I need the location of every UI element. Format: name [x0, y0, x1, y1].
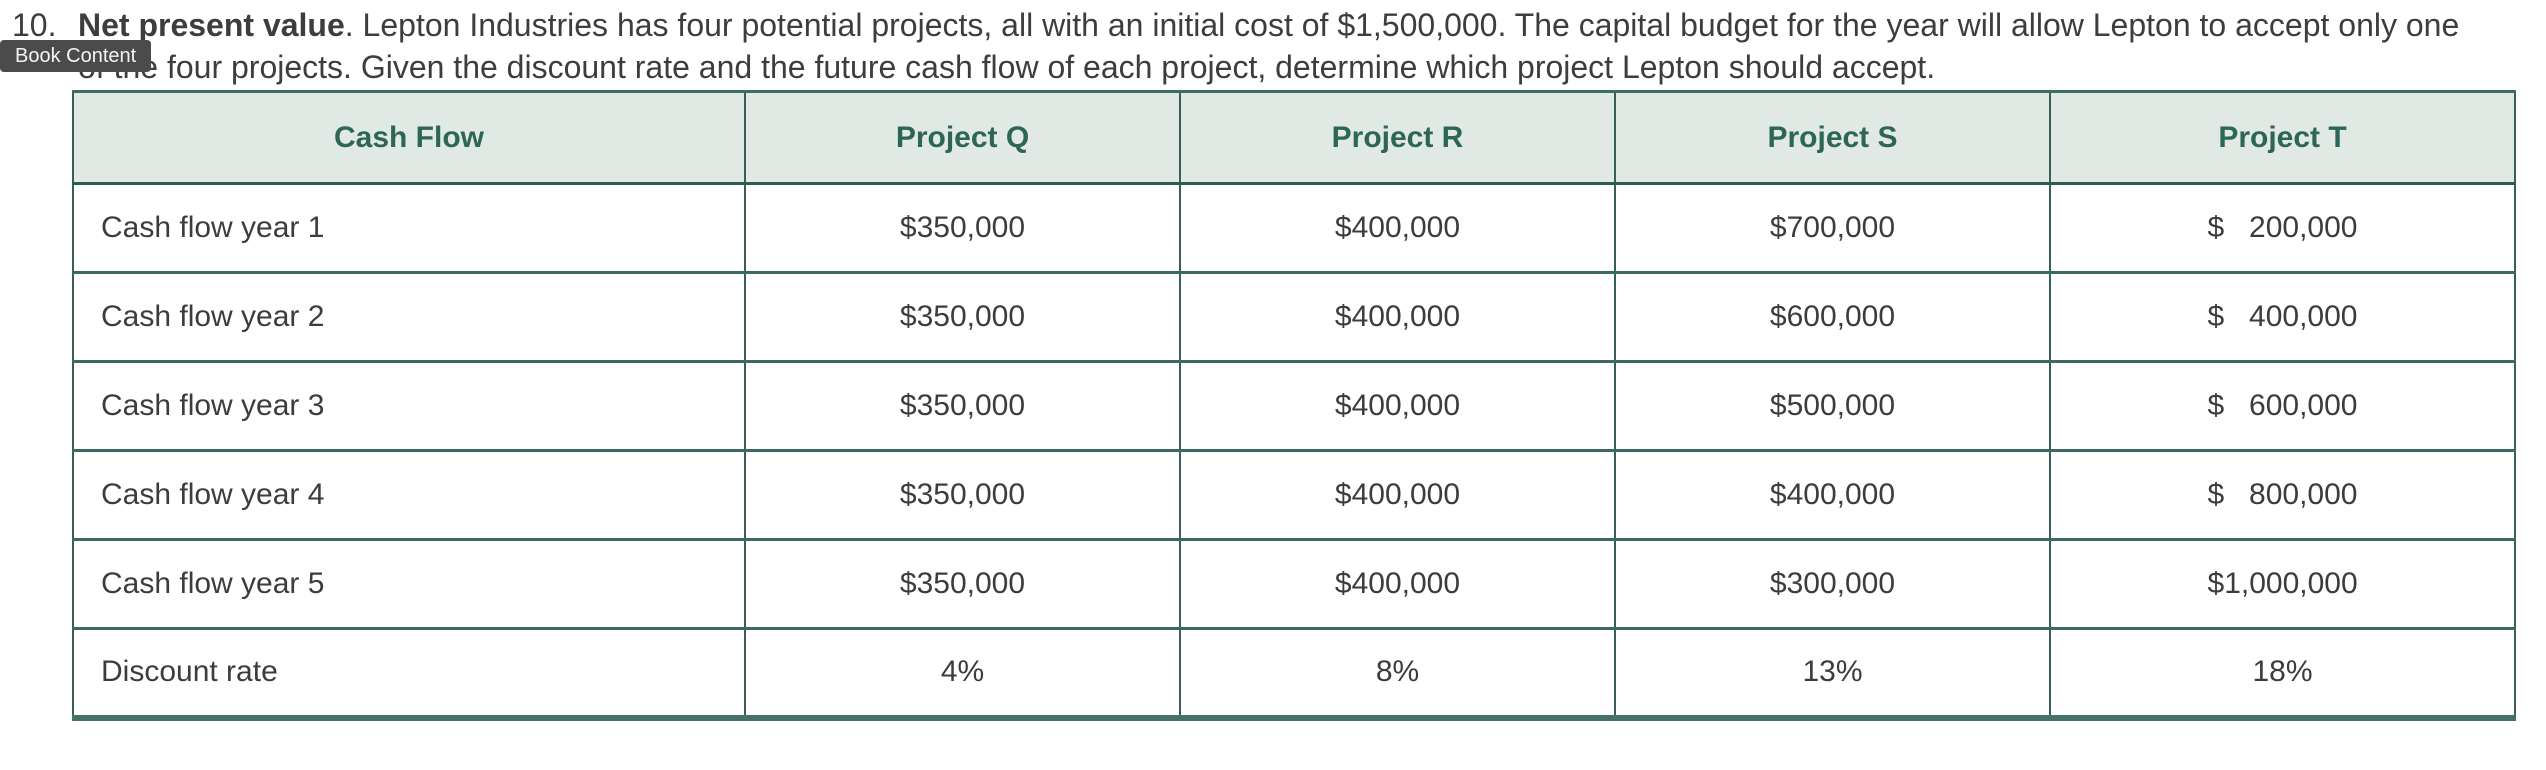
problem-title: Net present value — [78, 7, 345, 43]
table-body: Cash flow year 1 $350,000 $400,000 $700,000… — [72, 182, 2516, 719]
accounting-value: $1,000,000 — [2207, 567, 2358, 600]
row-label: Discount rate — [72, 627, 746, 719]
header-project-s: Project S — [1614, 90, 2051, 185]
problem-text: Net present value. Lepton Industries has… — [12, 4, 2532, 88]
book-content-tooltip: Book Content — [0, 40, 152, 72]
accounting-value: $600,000 — [2207, 389, 2358, 422]
table-header-row: Cash Flow Project Q Project R Project S … — [72, 90, 2516, 185]
table-row: Discount rate 4% 8% 13% 18% — [72, 627, 2516, 719]
row-label: Cash flow year 1 — [72, 182, 746, 274]
row-label: Cash flow year 2 — [72, 271, 746, 363]
table-cell: $350,000 — [744, 360, 1181, 452]
table-cell: 13% — [1614, 627, 2051, 719]
table-cell: $350,000 — [744, 182, 1181, 274]
table-cell: $500,000 — [1614, 360, 2051, 452]
table-row: Cash flow year 1 $350,000 $400,000 $700,000… — [72, 182, 2516, 274]
row-label: Cash flow year 4 — [72, 449, 746, 541]
table-row: Cash flow year 5 $350,000 $400,000 $300,000… — [72, 538, 2516, 630]
table-row: Cash flow year 3 $350,000 $400,000 $500,000… — [72, 360, 2516, 452]
table-cell: $600,000 — [1614, 271, 2051, 363]
accounting-value: $200,000 — [2207, 211, 2358, 244]
table-cell: $400,000 — [1179, 360, 1616, 452]
table-cell: $400,000 — [1179, 449, 1616, 541]
header-project-q: Project Q — [744, 90, 1181, 185]
table-row: Cash flow year 2 $350,000 $400,000 $600,000… — [72, 271, 2516, 363]
table-cell: $350,000 — [744, 271, 1181, 363]
table-cell: $600,000 — [2049, 360, 2516, 452]
table-cell: $350,000 — [744, 538, 1181, 630]
problem-line-1: Net present value. Lepton Industries has… — [78, 4, 2532, 46]
header-project-r: Project R — [1179, 90, 1616, 185]
table-cell: 18% — [2049, 627, 2516, 719]
table-cell: $400,000 — [2049, 271, 2516, 363]
table-cell: $400,000 — [1614, 449, 2051, 541]
problem-line-2: of the four projects. Given the discount… — [78, 49, 1936, 85]
accounting-value: $800,000 — [2207, 478, 2358, 511]
table-cell: $400,000 — [1179, 182, 1616, 274]
table-cell: 8% — [1179, 627, 1616, 719]
table-cell: $200,000 — [2049, 182, 2516, 274]
problem-number: 10. — [12, 7, 57, 43]
table-cell: 4% — [744, 627, 1181, 719]
problem-line-1-rest: . Lepton Industries has four potential p… — [344, 7, 2460, 43]
table-cell: $400,000 — [1179, 538, 1616, 630]
table-cell: $800,000 — [2049, 449, 2516, 541]
table-cell: $350,000 — [744, 449, 1181, 541]
table-cell: $700,000 — [1614, 182, 2051, 274]
cash-flow-table: Cash Flow Project Q Project R Project S … — [72, 90, 2516, 721]
table-cell: $1,000,000 — [2049, 538, 2516, 630]
header-cash-flow: Cash Flow — [72, 90, 746, 185]
problem-statement: 10. Net present value. Lepton Industries… — [12, 4, 2532, 88]
row-label: Cash flow year 3 — [72, 360, 746, 452]
accounting-value: $400,000 — [2207, 300, 2358, 333]
header-project-t: Project T — [2049, 90, 2516, 185]
table-cell: $400,000 — [1179, 271, 1616, 363]
table-row: Cash flow year 4 $350,000 $400,000 $400,000… — [72, 449, 2516, 541]
row-label: Cash flow year 5 — [72, 538, 746, 630]
table-cell: $300,000 — [1614, 538, 2051, 630]
